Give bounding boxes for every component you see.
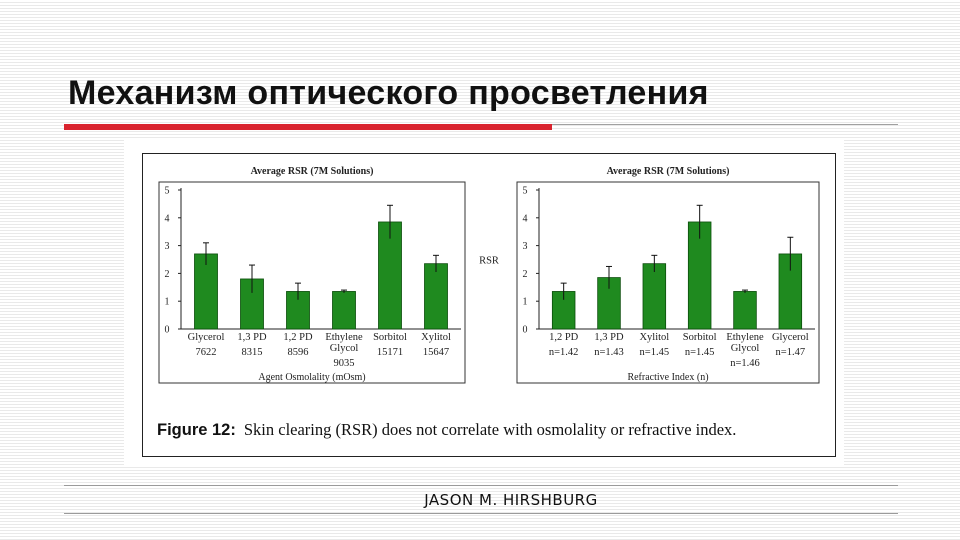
chart2-x-label: Refractive Index (n): [627, 372, 708, 383]
chart1-sublabel: 9035: [334, 358, 355, 369]
chart2-ytick-label: 0: [523, 325, 528, 336]
chart2-sublabel: n=1.46: [730, 358, 760, 369]
chart1-category-label: Glycerol: [188, 332, 225, 343]
chart2-category-label: Ethylene: [726, 332, 764, 343]
footer-rule-bottom: [64, 513, 898, 514]
chart2-sublabel: n=1.42: [549, 347, 579, 358]
chart1-title: Average RSR (7M Solutions): [251, 166, 374, 177]
chart2-sublabel: n=1.47: [776, 347, 806, 358]
chart1-category-label: Xylitol: [421, 332, 451, 343]
chart1-sublabel: 8315: [242, 347, 263, 358]
figure-frame: Average RSR (7M Solutions) 0 1 2 3 4 5 Glycerol…: [142, 153, 836, 457]
chart1-category-label: Sorbitol: [373, 332, 407, 343]
chart2-sublabel: n=1.45: [640, 347, 670, 358]
chart2-category-label: Glycerol: [772, 332, 809, 343]
chart2-ytick-label: 4: [523, 213, 528, 224]
chart1-category-label: Ethylene: [325, 332, 363, 343]
chart2-category-label: 1,3 PD: [594, 332, 624, 343]
caption-label: Figure 12:: [157, 421, 236, 439]
chart1-bar: [332, 291, 356, 330]
chart2-category-label: 1,2 PD: [549, 332, 579, 343]
chart1-frame: [158, 181, 466, 384]
chart1-ytick-label: 1: [165, 297, 170, 308]
chart1-sublabel: 15647: [423, 347, 449, 358]
chart1-sublabel: 15171: [377, 347, 403, 358]
chart1-category-label: 1,2 PD: [283, 332, 313, 343]
chart2-frame: [516, 181, 820, 384]
chart2-ytick-label: 3: [523, 241, 528, 252]
slide-title: Механизм оптического просветления: [68, 74, 709, 112]
chart2-category-label: Xylitol: [639, 332, 669, 343]
figure-caption: Figure 12: Skin clearing (RSR) does not c…: [157, 420, 736, 440]
footer-author: JASON M. HIRSHBURG: [424, 491, 598, 509]
chart2-y-label: RSR: [479, 256, 499, 267]
chart2-title: Average RSR (7M Solutions): [607, 166, 730, 177]
charts-svg: Average RSR (7M Solutions) 0 1 2 3 4 5 Glycerol…: [158, 166, 820, 384]
chart1-ytick-label: 3: [165, 241, 170, 252]
chart1-ytick-label: 4: [165, 213, 170, 224]
chart1-ytick-label: 0: [165, 325, 170, 336]
chart2-ytick-label: 5: [523, 186, 528, 197]
chart2-sublabel: n=1.45: [685, 347, 715, 358]
chart1-x-label: Agent Osmolality (mOsm): [258, 372, 365, 383]
chart2-bar: [642, 263, 667, 330]
chart2-ytick-label: 1: [523, 297, 528, 308]
chart1-bar: [194, 253, 218, 330]
chart1-category-label: Glycol: [330, 343, 359, 354]
chart2-bar: [733, 291, 757, 330]
chart1-ytick-label: 5: [165, 186, 170, 197]
chart1-category-label: 1,3 PD: [237, 332, 267, 343]
chart2-ytick-label: 2: [523, 269, 528, 280]
title-underline-accent: [64, 124, 552, 130]
title-underline-rule: [552, 124, 898, 125]
chart2-category-label: Sorbitol: [683, 332, 717, 343]
chart2-category-label: Glycol: [731, 343, 760, 354]
chart1-bar: [424, 263, 448, 330]
footer-rule-top: [64, 485, 898, 486]
chart1-sublabel: 7622: [196, 347, 217, 358]
chart1-sublabel: 8596: [288, 347, 309, 358]
chart1-ytick-label: 2: [165, 269, 170, 280]
caption-text: Skin clearing (RSR) does not correlate w…: [243, 420, 737, 439]
chart2-sublabel: n=1.43: [594, 347, 624, 358]
